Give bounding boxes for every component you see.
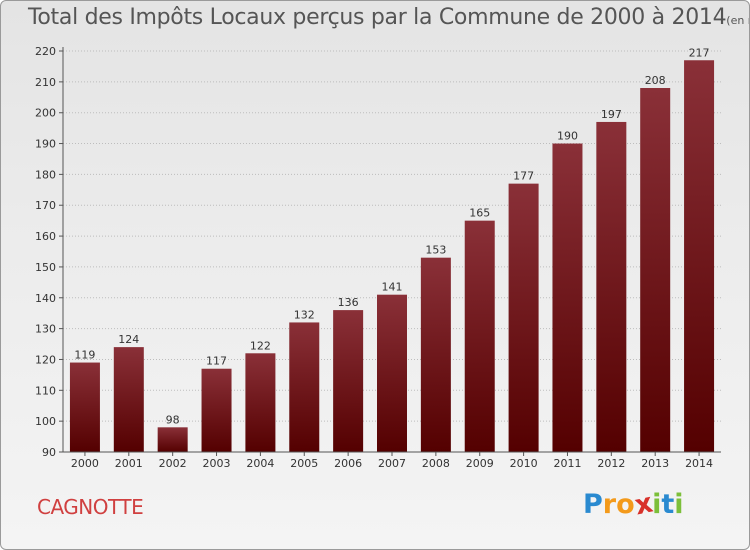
y-tick-label: 120 (35, 353, 56, 366)
bar-layer: 119 124 98 117 122 132 136 141 153 165 177 190 197 20… (69, 46, 715, 453)
bar-2001 (113, 347, 144, 452)
x-tick-label-2000: 2000 (71, 457, 99, 470)
bar-2005 (289, 322, 320, 452)
y-tick-label: 190 (35, 138, 56, 151)
bar-2008 (420, 257, 451, 452)
value-label-2006: 136 (338, 296, 359, 309)
value-label-2009: 165 (469, 207, 490, 220)
x-tick-label-2014: 2014 (685, 457, 713, 470)
chart-title: Total des Impôts Locaux perçus par la Co… (28, 5, 749, 30)
y-tick-label: 140 (35, 292, 56, 305)
axis-layer: 90 100 110 120 130 140 150 160 170 180 190 200 210 22… (35, 45, 721, 470)
bar-2003 (201, 368, 232, 452)
value-label-2001: 124 (118, 333, 139, 346)
y-tick-label: 110 (35, 384, 56, 397)
value-label-2011: 190 (557, 130, 578, 143)
value-label-2008: 153 (425, 244, 446, 257)
x-tick-label-2004: 2004 (246, 457, 274, 470)
unit-note: (en milliers d'€) (726, 14, 749, 27)
x-tick-label-2012: 2012 (597, 457, 625, 470)
commune-name: CAGNOTTE (37, 495, 144, 519)
y-tick-label: 130 (35, 323, 56, 336)
value-label-2004: 122 (250, 339, 271, 352)
x-tick-label-2002: 2002 (159, 457, 187, 470)
logo-letter: i (652, 489, 662, 520)
x-tick-label-2009: 2009 (466, 457, 494, 470)
value-label-2010: 177 (513, 170, 534, 183)
bar-2009 (464, 220, 495, 452)
bar-2011 (552, 143, 583, 453)
y-tick-label: 100 (35, 415, 56, 428)
logo-letter: t (661, 489, 675, 520)
bar-2006 (333, 310, 364, 452)
x-tick-label-2010: 2010 (510, 457, 538, 470)
value-label-2002: 98 (166, 413, 180, 426)
x-tick-label-2008: 2008 (422, 457, 450, 470)
logo-letter: P (583, 489, 603, 520)
x-tick-label-2003: 2003 (203, 457, 231, 470)
logo-letter: r (602, 489, 617, 520)
logo-letter: i (674, 489, 684, 520)
bar-2004 (245, 353, 276, 452)
proxiti-logo[interactable]: Proxiti (583, 488, 684, 522)
value-label-2014: 217 (689, 46, 710, 59)
bar-2007 (377, 294, 407, 452)
y-tick-label: 160 (35, 230, 56, 243)
bar-2012 (596, 121, 627, 452)
y-tick-label: 200 (35, 107, 56, 120)
y-tick-label: 170 (35, 199, 56, 212)
x-tick-label-2013: 2013 (641, 457, 669, 470)
value-label-2003: 117 (206, 355, 227, 368)
bar-2000 (69, 362, 100, 452)
value-label-2013: 208 (645, 74, 666, 87)
bar-2002 (157, 427, 188, 452)
x-tick-label-2011: 2011 (553, 457, 581, 470)
value-label-2005: 132 (294, 308, 315, 321)
y-tick-label: 220 (35, 45, 56, 58)
value-label-2012: 197 (601, 108, 622, 121)
y-tick-label: 210 (35, 76, 56, 89)
bar-2014 (684, 60, 715, 452)
x-tick-label-2006: 2006 (334, 457, 362, 470)
x-tick-label-2005: 2005 (290, 457, 318, 470)
value-label-2000: 119 (74, 349, 95, 362)
logo-letter: o (616, 489, 635, 520)
y-tick-label: 90 (42, 446, 56, 459)
y-tick-label: 180 (35, 168, 56, 181)
bar-2013 (640, 88, 671, 452)
x-tick-label-2001: 2001 (115, 457, 143, 470)
x-tick-label-2007: 2007 (378, 457, 406, 470)
value-label-2007: 141 (382, 281, 403, 294)
title-text: Total des Impôts Locaux perçus par la Co… (28, 5, 727, 30)
y-tick-label: 150 (35, 261, 56, 274)
bar-2010 (508, 183, 539, 452)
